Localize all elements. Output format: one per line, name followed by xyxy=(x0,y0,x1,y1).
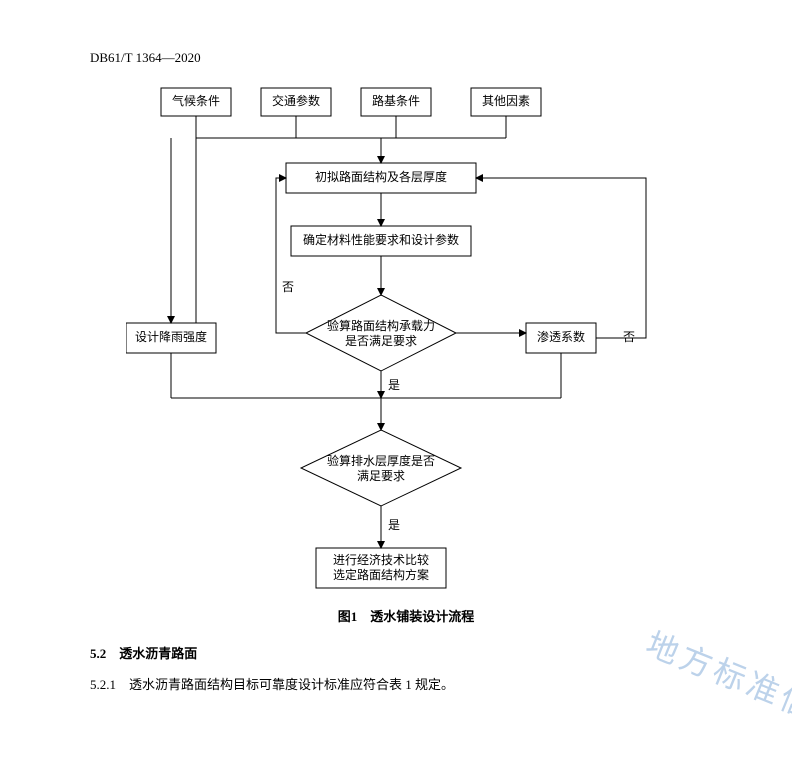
svg-text:初拟路面结构及各层厚度: 初拟路面结构及各层厚度 xyxy=(315,169,447,184)
svg-text:是: 是 xyxy=(388,378,400,392)
svg-text:设计降雨强度: 设计降雨强度 xyxy=(135,329,207,344)
svg-text:验算排水层厚度是否: 验算排水层厚度是否 xyxy=(327,453,435,468)
svg-text:其他因素: 其他因素 xyxy=(482,94,530,108)
flowchart-diagram: 气候条件 交通参数 路基条件 其他因素初拟路面结构及各层厚度确定材料性能要求和设计参数… xyxy=(126,78,686,598)
section-title: 5.2 透水沥青路面 xyxy=(90,643,722,662)
figure-caption: 图1 透水铺装设计流程 xyxy=(90,606,722,625)
section-paragraph: 5.2.1 透水沥青路面结构目标可靠度设计标准应符合表 1 规定。 xyxy=(90,674,722,693)
svg-text:路基条件: 路基条件 xyxy=(372,93,420,108)
svg-text:是否满足要求: 是否满足要求 xyxy=(345,334,417,348)
section-heading: 透水沥青路面 xyxy=(119,646,197,661)
svg-text:是: 是 xyxy=(388,518,400,532)
svg-text:确定材料性能要求和设计参数: 确定材料性能要求和设计参数 xyxy=(303,232,459,247)
svg-text:交通参数: 交通参数 xyxy=(272,93,320,108)
paragraph-number: 5.2.1 xyxy=(90,677,116,692)
section-number: 5.2 xyxy=(90,646,106,661)
svg-text:满足要求: 满足要求 xyxy=(357,469,405,483)
svg-text:选定路面结构方案: 选定路面结构方案 xyxy=(333,567,429,582)
svg-text:渗透系数: 渗透系数 xyxy=(537,329,585,344)
svg-text:否: 否 xyxy=(282,280,294,294)
svg-text:否: 否 xyxy=(623,330,635,344)
document-code: DB61/T 1364—2020 xyxy=(90,50,722,66)
svg-text:验算路面结构承载力: 验算路面结构承载力 xyxy=(327,318,435,333)
paragraph-text: 透水沥青路面结构目标可靠度设计标准应符合表 1 规定。 xyxy=(129,677,454,692)
svg-text:进行经济技术比较: 进行经济技术比较 xyxy=(333,552,429,567)
svg-text:气候条件: 气候条件 xyxy=(172,93,220,108)
page: DB61/T 1364—2020 气候条件 交通参数 路基条件 其他因素初拟路面结构及… xyxy=(0,0,792,757)
